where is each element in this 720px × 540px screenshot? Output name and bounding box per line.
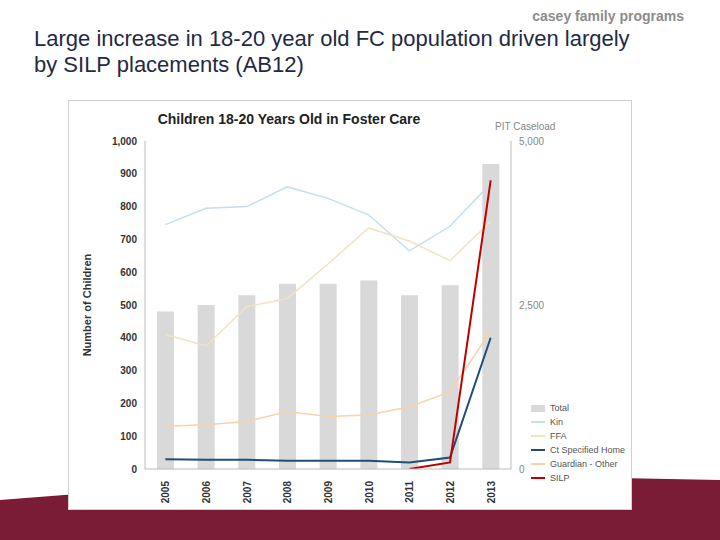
- html-text:Guardian - Other: Guardian - Other: [550, 459, 618, 469]
- html-text:PIT Caseload: PIT Caseload: [495, 121, 556, 132]
- svg-text:500: 500: [120, 300, 137, 311]
- svg-text:2012: 2012: [445, 481, 456, 504]
- svg-text:Number of Children: Number of Children: [81, 253, 93, 356]
- html-text:SILP: SILP: [550, 473, 570, 483]
- svg-text:2010: 2010: [364, 481, 375, 504]
- html-text:Large increase in 18-20 year o: Large increase in 18-20 year old FC popu…: [34, 26, 630, 77]
- svg-text:2008: 2008: [282, 481, 293, 504]
- html-text:Total: Total: [550, 403, 569, 413]
- svg-text:2005: 2005: [160, 481, 171, 504]
- svg-text:400: 400: [120, 332, 137, 343]
- svg-text:900: 900: [120, 168, 137, 179]
- svg-text:100: 100: [120, 431, 137, 442]
- html-text:Ct Specified Home: Ct Specified Home: [550, 445, 625, 455]
- svg-text:1,000: 1,000: [112, 136, 137, 147]
- svg-text:600: 600: [120, 267, 137, 278]
- svg-text:0: 0: [519, 464, 525, 475]
- svg-text:2006: 2006: [201, 481, 212, 504]
- svg-text:2007: 2007: [242, 481, 253, 504]
- html-text:casey family programs: casey family programs: [532, 8, 684, 24]
- html-text:Kin: Kin: [550, 417, 563, 427]
- svg-text:2011: 2011: [404, 481, 415, 503]
- svg-text:2,500: 2,500: [519, 300, 544, 311]
- svg-text:300: 300: [120, 365, 137, 376]
- svg-text:2013: 2013: [486, 481, 497, 504]
- svg-text:800: 800: [120, 201, 137, 212]
- svg-text:2009: 2009: [323, 481, 334, 504]
- html-text:FFA: FFA: [550, 431, 567, 441]
- svg-text:5,000: 5,000: [519, 136, 544, 147]
- html-text:Children 18-20 Years Old in Fo: Children 18-20 Years Old in Foster Care: [157, 111, 421, 127]
- svg-text:700: 700: [120, 234, 137, 245]
- svg-text:0: 0: [131, 464, 137, 475]
- svg-text:200: 200: [120, 398, 137, 409]
